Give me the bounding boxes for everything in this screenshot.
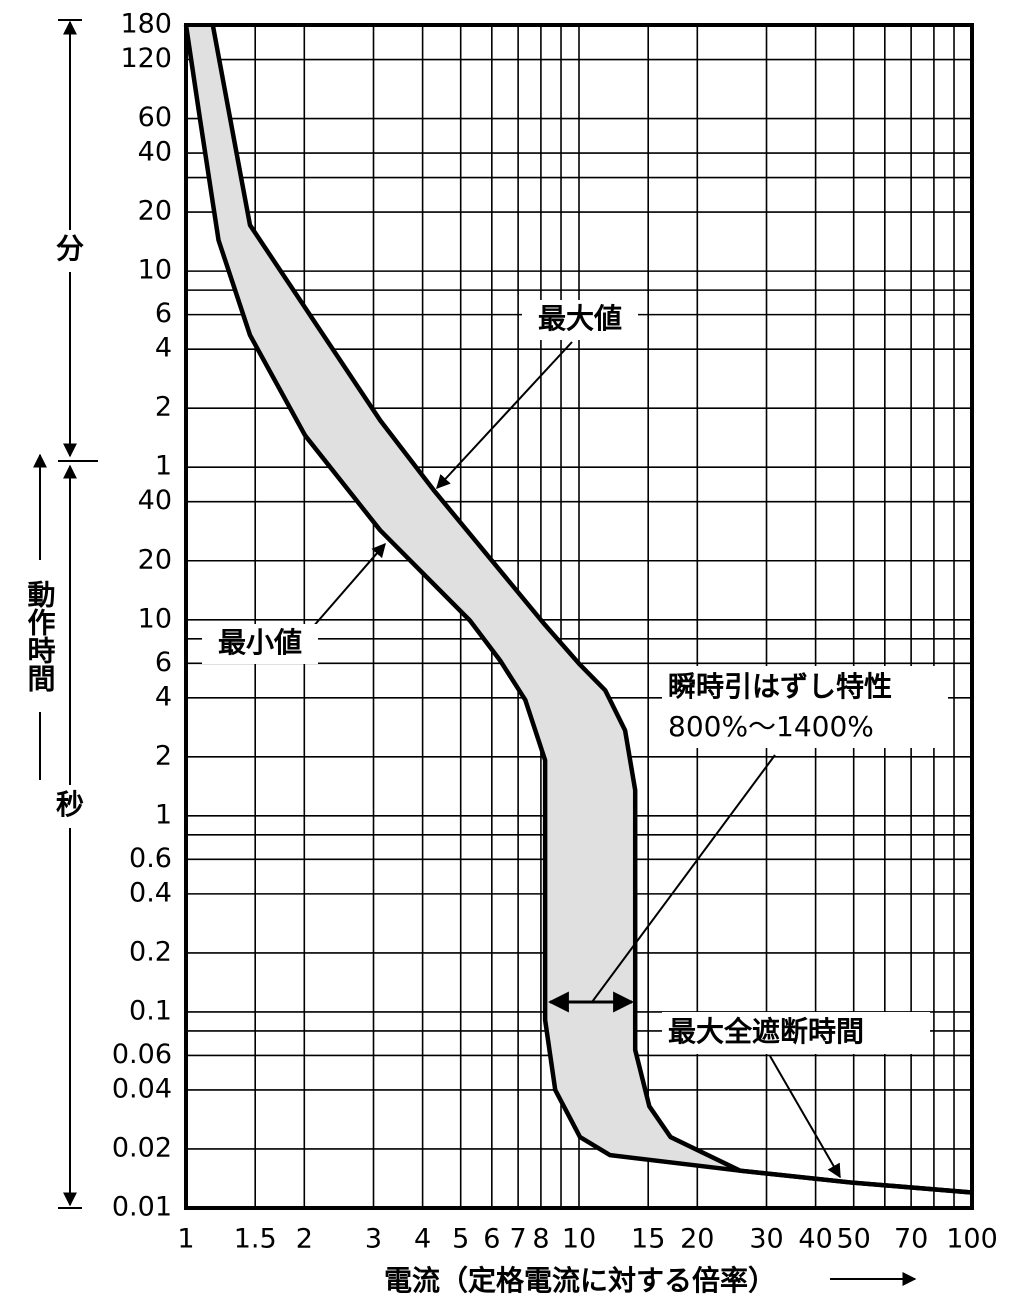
tick-label-bg: [98, 1073, 176, 1106]
x-tick-label: 30: [749, 1224, 783, 1255]
plot-frame: [184, 23, 974, 1210]
y-tick-label: 40: [138, 485, 172, 516]
y-tick-label: 2: [155, 740, 172, 771]
y-tick-label: 0.6: [129, 843, 172, 874]
y-tick-label: 20: [138, 544, 172, 575]
curves: [183, 24, 973, 1195]
y-tick-label: 6: [155, 298, 172, 329]
grid: [185, 24, 973, 1209]
x-tick-label: 1.5: [234, 1224, 277, 1255]
y-tick-label: 4: [155, 333, 172, 364]
y-tick-label: 0.4: [129, 877, 172, 908]
y-tick-label: 0.1: [129, 995, 172, 1026]
y-tick-label: 120: [120, 43, 172, 74]
tick-label-bg: [98, 1132, 176, 1165]
x-tick-label: 70: [894, 1224, 928, 1255]
x-tick-label: 15: [631, 1224, 665, 1255]
x-tick-label: 3: [365, 1224, 382, 1255]
tick-label-bg: [98, 298, 176, 331]
tick-label-bg: [98, 9, 176, 41]
x-tick-label: 20: [680, 1224, 714, 1255]
band-fill: [186, 25, 972, 1193]
annotation-arrows: [311, 341, 841, 1179]
x-tick-label: 10: [562, 1224, 596, 1255]
tick-label-bg: [98, 1192, 176, 1224]
y-tick-label: 0.01: [112, 1192, 172, 1223]
x-tick-label: 1: [177, 1224, 194, 1255]
tick-label-bg: [98, 995, 176, 1028]
series-label: 最大値: [538, 302, 622, 335]
x-tick-label: 4: [414, 1224, 431, 1255]
tick-label-bg: [98, 43, 176, 76]
y-tick-label: 6: [155, 647, 172, 678]
tick-label-bg: [98, 255, 176, 288]
y-axis-label: 動作時間: [24, 580, 57, 692]
tick-label-bg: [98, 196, 176, 229]
tick-label-bg: [98, 333, 176, 366]
x-axis-label: 電流（定格電流に対する倍率）: [384, 1264, 776, 1297]
x-tick-label: 5: [452, 1224, 469, 1255]
tick-label-bg: [98, 799, 176, 832]
y-tick-label: 0.02: [112, 1132, 172, 1163]
y-tick-label: 20: [138, 196, 172, 227]
label-bg: [522, 300, 638, 340]
x-tick-label: 2: [296, 1224, 313, 1255]
y-tick-label: 10: [138, 255, 172, 286]
y-tick-label: 1: [155, 799, 172, 830]
tick-label-bg: [98, 1039, 176, 1072]
y-unit-label: 秒: [56, 788, 84, 821]
series-label: 最小値: [218, 626, 302, 659]
y-tick-label: 0.2: [129, 936, 172, 967]
curve: [183, 24, 973, 1195]
y-unit-label: 分: [56, 232, 84, 265]
tick-label-bg: [98, 392, 176, 425]
tick-label-bg: [98, 681, 176, 714]
label-bg: [202, 624, 318, 664]
y-tick-label: 60: [138, 102, 172, 133]
x-tick-label: 6: [483, 1224, 500, 1255]
x-tick-label: 50: [837, 1224, 871, 1255]
y-unit-brackets: [33, 19, 140, 1209]
annotation: 最大全遮断時間: [668, 1015, 864, 1048]
x-tick-label: 7: [510, 1224, 527, 1255]
tick-label-bg: [98, 603, 176, 636]
y-tick-label: 40: [138, 137, 172, 168]
y-tick-label: 0.04: [112, 1073, 172, 1104]
tick-label-bg: [98, 740, 176, 773]
annotation: 800%〜1400%: [668, 710, 874, 743]
tick-label-bg: [98, 843, 176, 876]
annotation: 瞬時引はずし特性: [668, 670, 892, 703]
tick-label-bg: [98, 647, 176, 680]
y-tick-label: 180: [120, 9, 172, 40]
y-tick-label: 2: [155, 392, 172, 423]
tick-label-bg: [98, 137, 176, 170]
tick-label-bg: [98, 485, 176, 518]
tick-label-bg: [98, 102, 176, 135]
y-tick-label: 10: [138, 603, 172, 634]
tick-label-bg: [98, 544, 176, 577]
tick-label-bg: [98, 877, 176, 910]
label-bg: [662, 666, 948, 748]
x-tick-label: 100: [946, 1224, 998, 1255]
y-tick-label: 1: [155, 451, 172, 482]
y-tick-label: 0.06: [112, 1039, 172, 1070]
x-tick-label: 40: [798, 1224, 832, 1255]
label-bg: [662, 1012, 930, 1054]
curve: [210, 24, 973, 1195]
y-tick-label: 4: [155, 681, 172, 712]
tick-label-bg: [98, 451, 176, 484]
tick-label-bg: [98, 936, 176, 969]
x-tick-label: 8: [532, 1224, 549, 1255]
